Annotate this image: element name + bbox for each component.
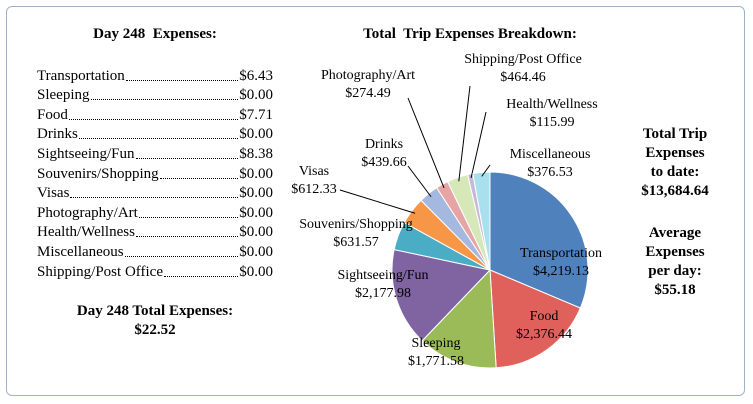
summary-total-line: $13,684.64 (641, 183, 709, 199)
expense-row: Sightseeing/Fun $8.38 (37, 143, 273, 163)
expense-amount: $0.00 (239, 204, 273, 221)
slice-value-label: $274.49 (345, 86, 391, 101)
expense-label: Shipping/Post Office (37, 263, 163, 280)
expense-row: Food $7.71 (37, 104, 273, 124)
day-total: $22.52 (134, 322, 176, 338)
slice-label: Sleeping (412, 336, 461, 351)
frame (6, 6, 745, 396)
expense-amount: $0.00 (239, 165, 273, 182)
slice-label: Sightseeing/Fun (337, 268, 428, 283)
leader-line (458, 85, 471, 182)
slice-value-label: $1,771.58 (408, 354, 464, 369)
slice-label: Photography/Art (321, 68, 415, 83)
expense-amount: $0.00 (239, 87, 273, 104)
leader-line (470, 111, 487, 179)
slice-value-label: $631.57 (333, 235, 379, 250)
pie-slice (489, 171, 589, 309)
slice-label: Shipping/Post Office (464, 52, 582, 67)
slice-value-label: $2,376.44 (516, 327, 572, 342)
expense-row: Drinks $0.00 (37, 124, 273, 144)
expense-row: Souvenirs/Shopping $0.00 (37, 163, 273, 183)
expense-row: Miscellaneous $0.00 (37, 241, 273, 261)
dot-leader (124, 255, 239, 257)
slice-label: Souvenirs/Shopping (299, 217, 413, 232)
dot-leader (78, 138, 239, 140)
summary-average-line: Expenses (645, 244, 705, 260)
pie-slice (472, 171, 491, 271)
dot-leader (135, 236, 239, 238)
slice-label: Miscellaneous (510, 147, 591, 162)
expense-amount: $0.00 (239, 263, 273, 280)
expense-row: Shipping/Post Office $0.00 (37, 261, 273, 281)
summary-total-line: Expenses (645, 145, 705, 161)
slice-label: Transportation (520, 246, 602, 261)
leader-line (339, 189, 416, 214)
expense-label: Souvenirs/Shopping (37, 165, 159, 182)
expense-row: Health/Wellness $0.00 (37, 222, 273, 242)
expense-amount: $0.00 (239, 224, 273, 241)
summary-total-line: to date: (650, 164, 700, 180)
expense-label: Transportation (37, 67, 125, 84)
slice-value-label: $464.46 (500, 70, 546, 85)
dot-leader (68, 118, 239, 120)
leader-line (407, 97, 445, 189)
slice-label: Health/Wellness (506, 97, 597, 112)
slice-value-label: $2,177.98 (355, 286, 411, 301)
summary-average-line: $55.18 (654, 282, 696, 298)
expense-amount: $7.71 (239, 106, 273, 123)
dot-leader (90, 99, 239, 101)
chart-title: Total Trip Expenses Breakdown: (363, 26, 577, 42)
slice-value-label: $376.53 (527, 165, 573, 180)
slice-value-label: $612.33 (291, 182, 337, 197)
day-total-label: Day 248 Total Expenses: (76, 303, 234, 319)
expense-amount: $6.43 (239, 67, 273, 84)
day-title: Day 248 Expenses: (93, 26, 217, 42)
expense-label: Drinks (37, 126, 78, 143)
expense-list: Transportation $6.43 Sleeping $0.00 Food $7.7… (37, 65, 273, 281)
expense-label: Miscellaneous (37, 243, 124, 260)
leader-line (407, 165, 432, 198)
expense-label: Food (37, 106, 68, 123)
summary-total-line: Total Trip (642, 126, 708, 142)
summary-average-line: per day: (648, 263, 702, 279)
expense-label: Visas (37, 185, 70, 202)
expense-row: Visas $0.00 (37, 183, 273, 203)
expense-row: Transportation $6.43 (37, 65, 273, 85)
pie-slice (489, 269, 581, 369)
slice-label: Visas (299, 164, 329, 179)
expense-label: Sleeping (37, 87, 90, 104)
dot-leader (125, 79, 239, 81)
pie-slice (391, 248, 491, 342)
expense-row: Sleeping $0.00 (37, 85, 273, 105)
expense-amount: $0.00 (239, 185, 273, 202)
dot-leader (138, 216, 239, 218)
expense-amount: $8.38 (239, 145, 273, 162)
expense-row: Photography/Art $0.00 (37, 202, 273, 222)
dot-leader (163, 275, 239, 277)
expense-amount: $0.00 (239, 243, 273, 260)
summary-average-line: Average (648, 225, 702, 241)
leader-line (481, 164, 491, 177)
slice-value-label: $4,219.13 (533, 264, 589, 279)
expense-amount: $0.00 (239, 126, 273, 143)
slice-value-label: $115.99 (530, 115, 575, 130)
dot-leader (135, 157, 239, 159)
slice-value-label: $439.66 (361, 155, 407, 170)
dot-leader (159, 177, 239, 179)
slice-label: Drinks (365, 137, 403, 152)
expense-label: Sightseeing/Fun (37, 145, 135, 162)
pie-slice (421, 268, 497, 369)
slice-label: Food (530, 309, 559, 324)
expense-label: Photography/Art (37, 204, 138, 221)
dot-leader (70, 197, 239, 199)
expense-label: Health/Wellness (37, 224, 135, 241)
